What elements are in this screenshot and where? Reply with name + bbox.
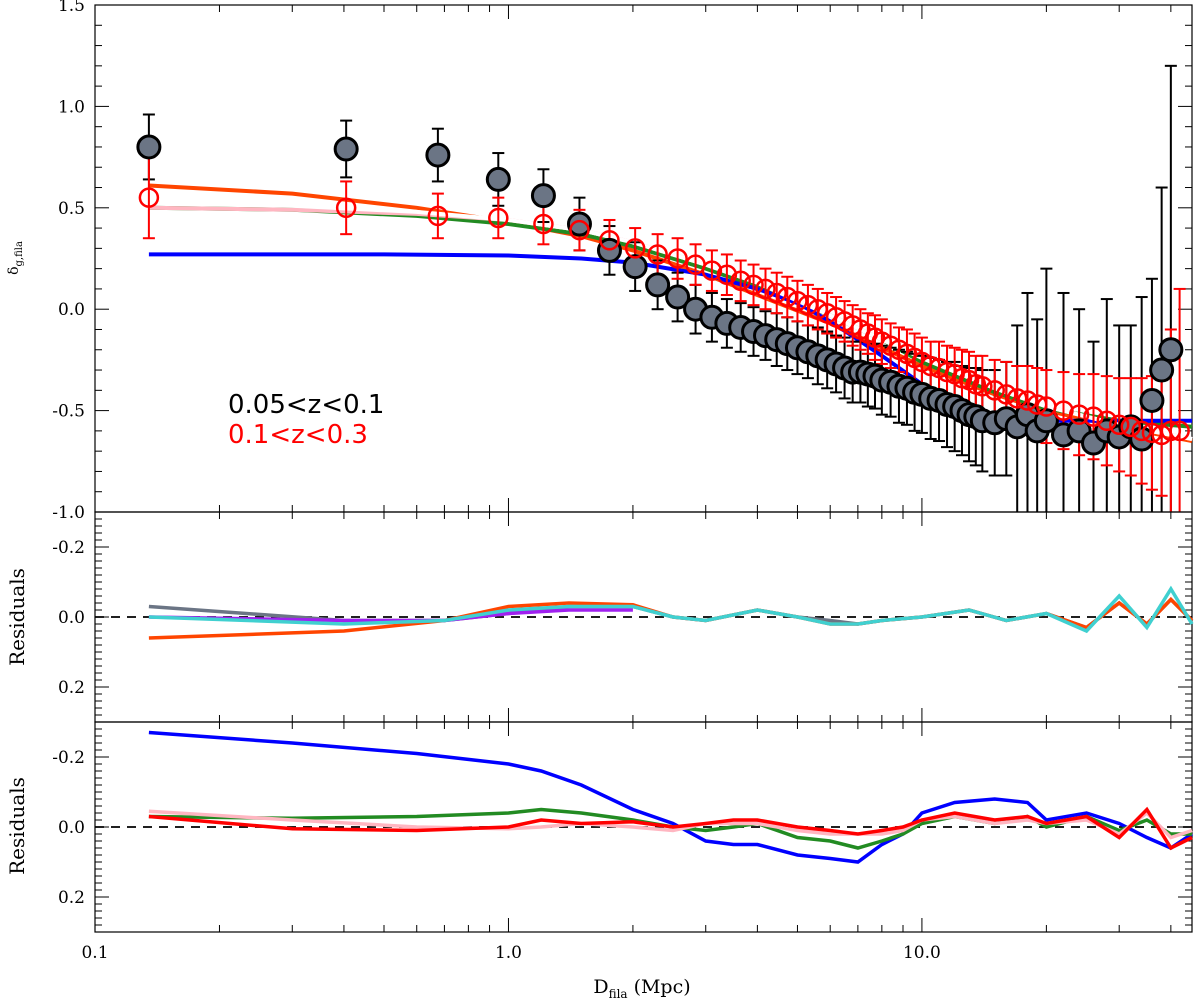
main-panel: -1.0-0.50.00.51.01.5 δg,fila 0.05<z<0.1 …	[6, 0, 1193, 523]
high-z-point	[787, 290, 808, 312]
high-z-point	[1108, 414, 1130, 436]
residuals-bottom-series	[148, 730, 1193, 864]
low-z-point	[665, 284, 691, 310]
x-axis-label-symbol: D	[593, 976, 608, 998]
y-tick-label: 0.0	[58, 818, 85, 838]
low-z-point	[622, 254, 648, 280]
main-axis-ticks: -1.0 -0.5 0.0 0.5 1.0 1.5	[52, 0, 1192, 523]
low-z-point	[1033, 408, 1059, 434]
high-z-point	[730, 270, 751, 292]
high-z-point	[488, 207, 509, 229]
data-points	[136, 64, 1190, 512]
y-tick-label: -0.2	[52, 748, 85, 768]
high-z-point	[701, 260, 723, 281]
residuals-top-series	[148, 585, 1194, 640]
low-z-point	[425, 142, 451, 168]
low-z-point	[530, 183, 556, 209]
high-z-point	[1026, 394, 1048, 415]
high-z-point	[984, 380, 1005, 401]
high-z-point	[335, 197, 357, 219]
low-z-point	[566, 211, 592, 237]
high-z-point	[599, 229, 620, 251]
cyan-residual-line	[148, 585, 1194, 634]
low-z-point	[1149, 357, 1175, 383]
high-z-point	[807, 298, 829, 320]
blue-residual-line	[148, 730, 1193, 864]
high-z-point	[427, 205, 449, 227]
y-axis-label-main: δg,fila	[6, 241, 25, 275]
residuals-top-ticks: -0.2 0.0 0.2	[52, 511, 1192, 723]
high-z-point	[755, 278, 776, 300]
low-z-point	[136, 134, 162, 160]
y-tick-label: 1.5	[58, 0, 85, 16]
residuals-bottom-ticks: 0.1 1.0 10.0 -0.2 0.0 0.2	[52, 721, 1192, 963]
y-tick-label: 0.2	[58, 888, 85, 908]
x-tick-label: 10.0	[903, 943, 941, 963]
y-tick-label: 0.0	[58, 300, 85, 320]
high-z-point	[1131, 420, 1152, 442]
high-z-point	[138, 187, 160, 208]
high-z-point	[996, 384, 1017, 405]
x-tick-label: 1.0	[495, 943, 522, 963]
high-z-point	[1006, 388, 1028, 409]
y-tick-label: 0.2	[58, 678, 85, 698]
high-z-point	[1169, 420, 1190, 442]
x-axis-label-unit: (Mpc)	[634, 976, 691, 998]
y-tick-label: -0.5	[52, 402, 85, 422]
high-z-point	[1120, 416, 1142, 438]
low-z-point	[485, 166, 511, 192]
high-z-point	[647, 244, 668, 265]
high-z-point	[624, 238, 646, 259]
low-z-point	[1158, 337, 1184, 363]
legend-entry-low-z: 0.05<z<0.1	[228, 390, 384, 420]
low-z-point	[1139, 387, 1165, 413]
high-z-point	[1160, 420, 1182, 442]
high-z-point	[1017, 390, 1038, 411]
high-z-point	[533, 213, 554, 235]
low-z-point	[645, 272, 671, 298]
high-z-point	[1096, 410, 1118, 431]
y-axis-label-symbol: δ	[6, 266, 22, 274]
high-z-point	[743, 274, 764, 296]
low-z-point	[333, 136, 359, 162]
y-tick-label: 0.0	[58, 608, 85, 628]
residuals-top-panel: -0.2 0.0 0.2 Residuals	[5, 511, 1194, 723]
high-z-point	[569, 219, 590, 241]
high-z-point	[1083, 406, 1104, 427]
legend-entry-high-z: 0.1<z<0.3	[228, 420, 368, 450]
y-axis-label-residuals-top: Residuals	[5, 568, 29, 666]
y-axis-label-subscript: g,fila	[14, 241, 25, 266]
x-axis-label: Dfila (Mpc)	[593, 976, 690, 1001]
x-tick-label: 0.1	[81, 943, 108, 963]
high-z-point	[972, 376, 993, 397]
residuals-bottom-panel: 0.1 1.0 10.0 -0.2 0.0 0.2 Residuals	[5, 721, 1193, 963]
high-z-point	[766, 282, 787, 304]
y-tick-label: 0.5	[58, 199, 85, 219]
y-axis-label-residuals-bottom: Residuals	[5, 777, 29, 875]
high-z-point	[777, 286, 798, 308]
y-tick-label: 1.0	[58, 97, 85, 117]
red-residual-line	[148, 806, 1193, 851]
y-tick-label: -0.2	[52, 538, 85, 558]
x-axis-label-subscript: fila	[609, 987, 628, 1001]
high-z-point	[797, 294, 819, 316]
high-z-point	[667, 248, 688, 269]
y-tick-label: -1.0	[52, 503, 85, 523]
high-z-point	[1068, 404, 1090, 425]
